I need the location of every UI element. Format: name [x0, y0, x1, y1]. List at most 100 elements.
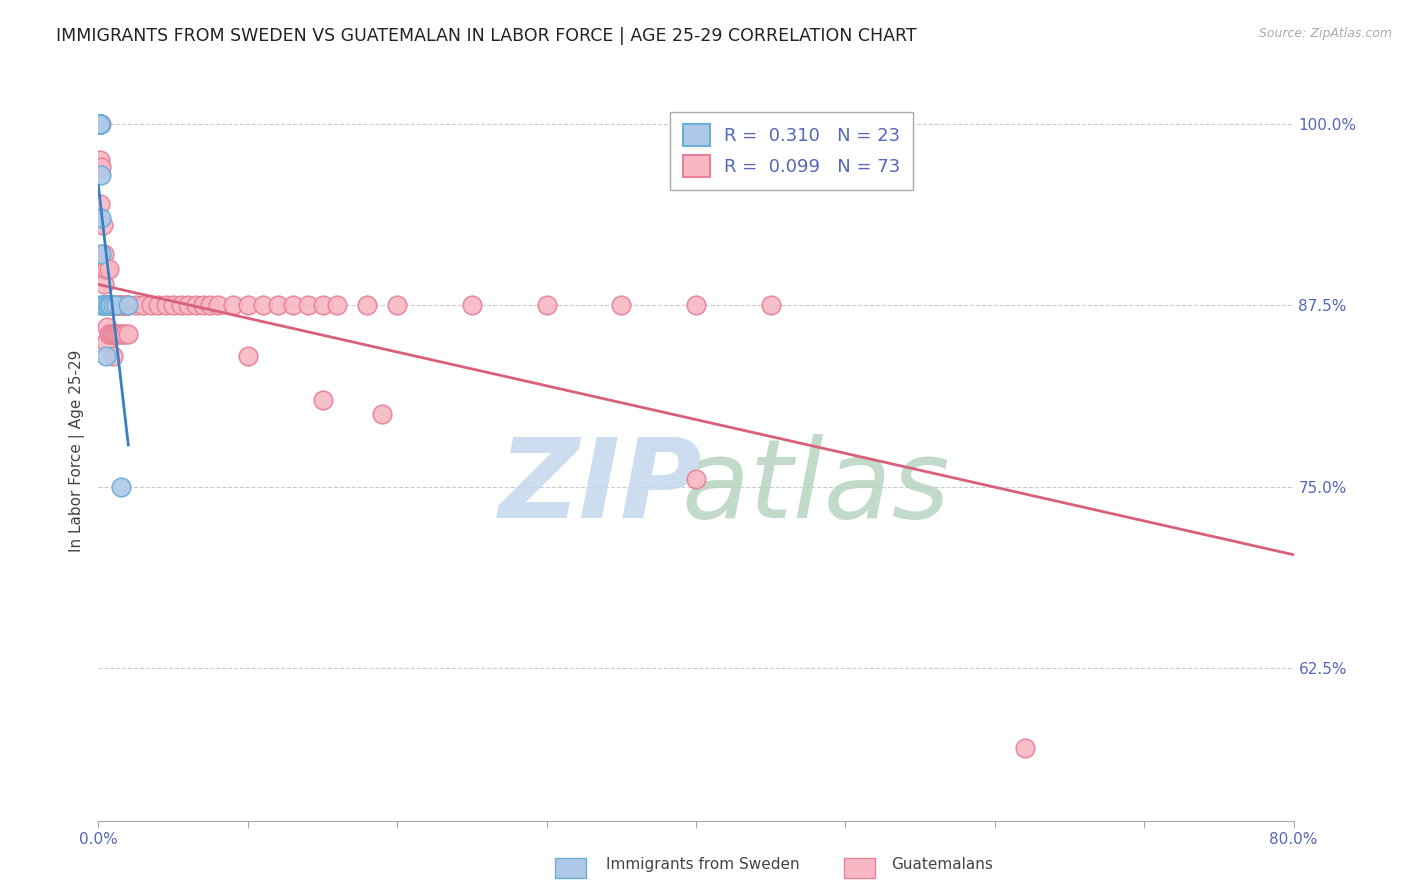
Point: [90, 247, 112, 261]
Point: [1014, 741, 1036, 756]
Point: [97, 298, 120, 312]
Point: [107, 327, 129, 342]
Point: [222, 298, 245, 312]
Point: [252, 298, 274, 312]
Point: [326, 298, 349, 312]
Point: [91, 298, 114, 312]
Point: [89, 117, 111, 131]
Point: [96, 298, 118, 312]
Point: [177, 298, 200, 312]
Point: [104, 298, 127, 312]
Point: [685, 298, 707, 312]
Point: [236, 298, 259, 312]
Point: [94, 298, 117, 312]
Point: [297, 298, 319, 312]
Point: [89, 117, 111, 131]
Point: [93, 247, 115, 261]
Point: [93, 298, 115, 312]
Point: [90, 168, 112, 182]
Point: [200, 298, 222, 312]
Point: [107, 298, 129, 312]
Point: [461, 298, 484, 312]
Point: [104, 327, 127, 342]
Point: [91, 262, 114, 277]
Point: [610, 298, 633, 312]
Point: [114, 298, 136, 312]
Text: ZIP: ZIP: [499, 434, 702, 541]
Point: [96, 320, 118, 334]
Point: [685, 473, 707, 487]
Point: [97, 262, 120, 277]
Point: [108, 327, 131, 342]
Point: [97, 327, 120, 342]
Point: [356, 298, 378, 312]
Point: [89, 117, 111, 131]
Point: [148, 298, 170, 312]
Point: [103, 349, 125, 363]
Legend: R =  0.310   N = 23, R =  0.099   N = 73: R = 0.310 N = 23, R = 0.099 N = 73: [671, 112, 912, 190]
Point: [101, 298, 124, 312]
Point: [117, 298, 139, 312]
Point: [162, 298, 184, 312]
Text: Immigrants from Sweden: Immigrants from Sweden: [606, 857, 800, 872]
Point: [117, 298, 139, 312]
Point: [91, 219, 114, 233]
Point: [132, 298, 155, 312]
Text: atlas: atlas: [681, 434, 950, 541]
Point: [169, 298, 191, 312]
Point: [90, 161, 112, 175]
Point: [97, 298, 120, 312]
Point: [103, 298, 125, 312]
Point: [93, 277, 115, 291]
Point: [759, 298, 782, 312]
Point: [89, 117, 111, 131]
Point: [110, 480, 132, 494]
Point: [110, 298, 132, 312]
Point: [139, 298, 162, 312]
Point: [89, 117, 111, 131]
Point: [371, 407, 394, 421]
Text: IMMIGRANTS FROM SWEDEN VS GUATEMALAN IN LABOR FORCE | AGE 25-29 CORRELATION CHAR: IMMIGRANTS FROM SWEDEN VS GUATEMALAN IN …: [56, 27, 917, 45]
Point: [207, 298, 229, 312]
Point: [536, 298, 558, 312]
Point: [94, 334, 117, 349]
Point: [93, 298, 115, 312]
Point: [101, 327, 124, 342]
Point: [89, 117, 111, 131]
Point: [236, 349, 259, 363]
Point: [105, 327, 128, 342]
Point: [93, 298, 115, 312]
Point: [98, 298, 122, 312]
Point: [111, 298, 134, 312]
Point: [311, 298, 333, 312]
Point: [98, 298, 122, 312]
Point: [385, 298, 409, 312]
Point: [89, 117, 111, 131]
Text: Guatemalans: Guatemalans: [891, 857, 993, 872]
Point: [115, 298, 138, 312]
Point: [117, 327, 139, 342]
Point: [91, 298, 114, 312]
Point: [112, 327, 135, 342]
Point: [184, 298, 207, 312]
Point: [89, 153, 111, 168]
Point: [267, 298, 290, 312]
Point: [90, 117, 112, 131]
Point: [114, 327, 136, 342]
Point: [110, 327, 132, 342]
Point: [91, 298, 114, 312]
Point: [103, 298, 125, 312]
Point: [94, 349, 117, 363]
Y-axis label: In Labor Force | Age 25-29: In Labor Force | Age 25-29: [69, 350, 84, 551]
Point: [112, 298, 135, 312]
Point: [281, 298, 304, 312]
Point: [89, 117, 111, 131]
Text: Source: ZipAtlas.com: Source: ZipAtlas.com: [1258, 27, 1392, 40]
Point: [89, 196, 111, 211]
Point: [89, 298, 111, 312]
Point: [90, 211, 112, 226]
Point: [105, 298, 128, 312]
Point: [311, 392, 333, 407]
Point: [125, 298, 148, 312]
Point: [94, 262, 117, 277]
